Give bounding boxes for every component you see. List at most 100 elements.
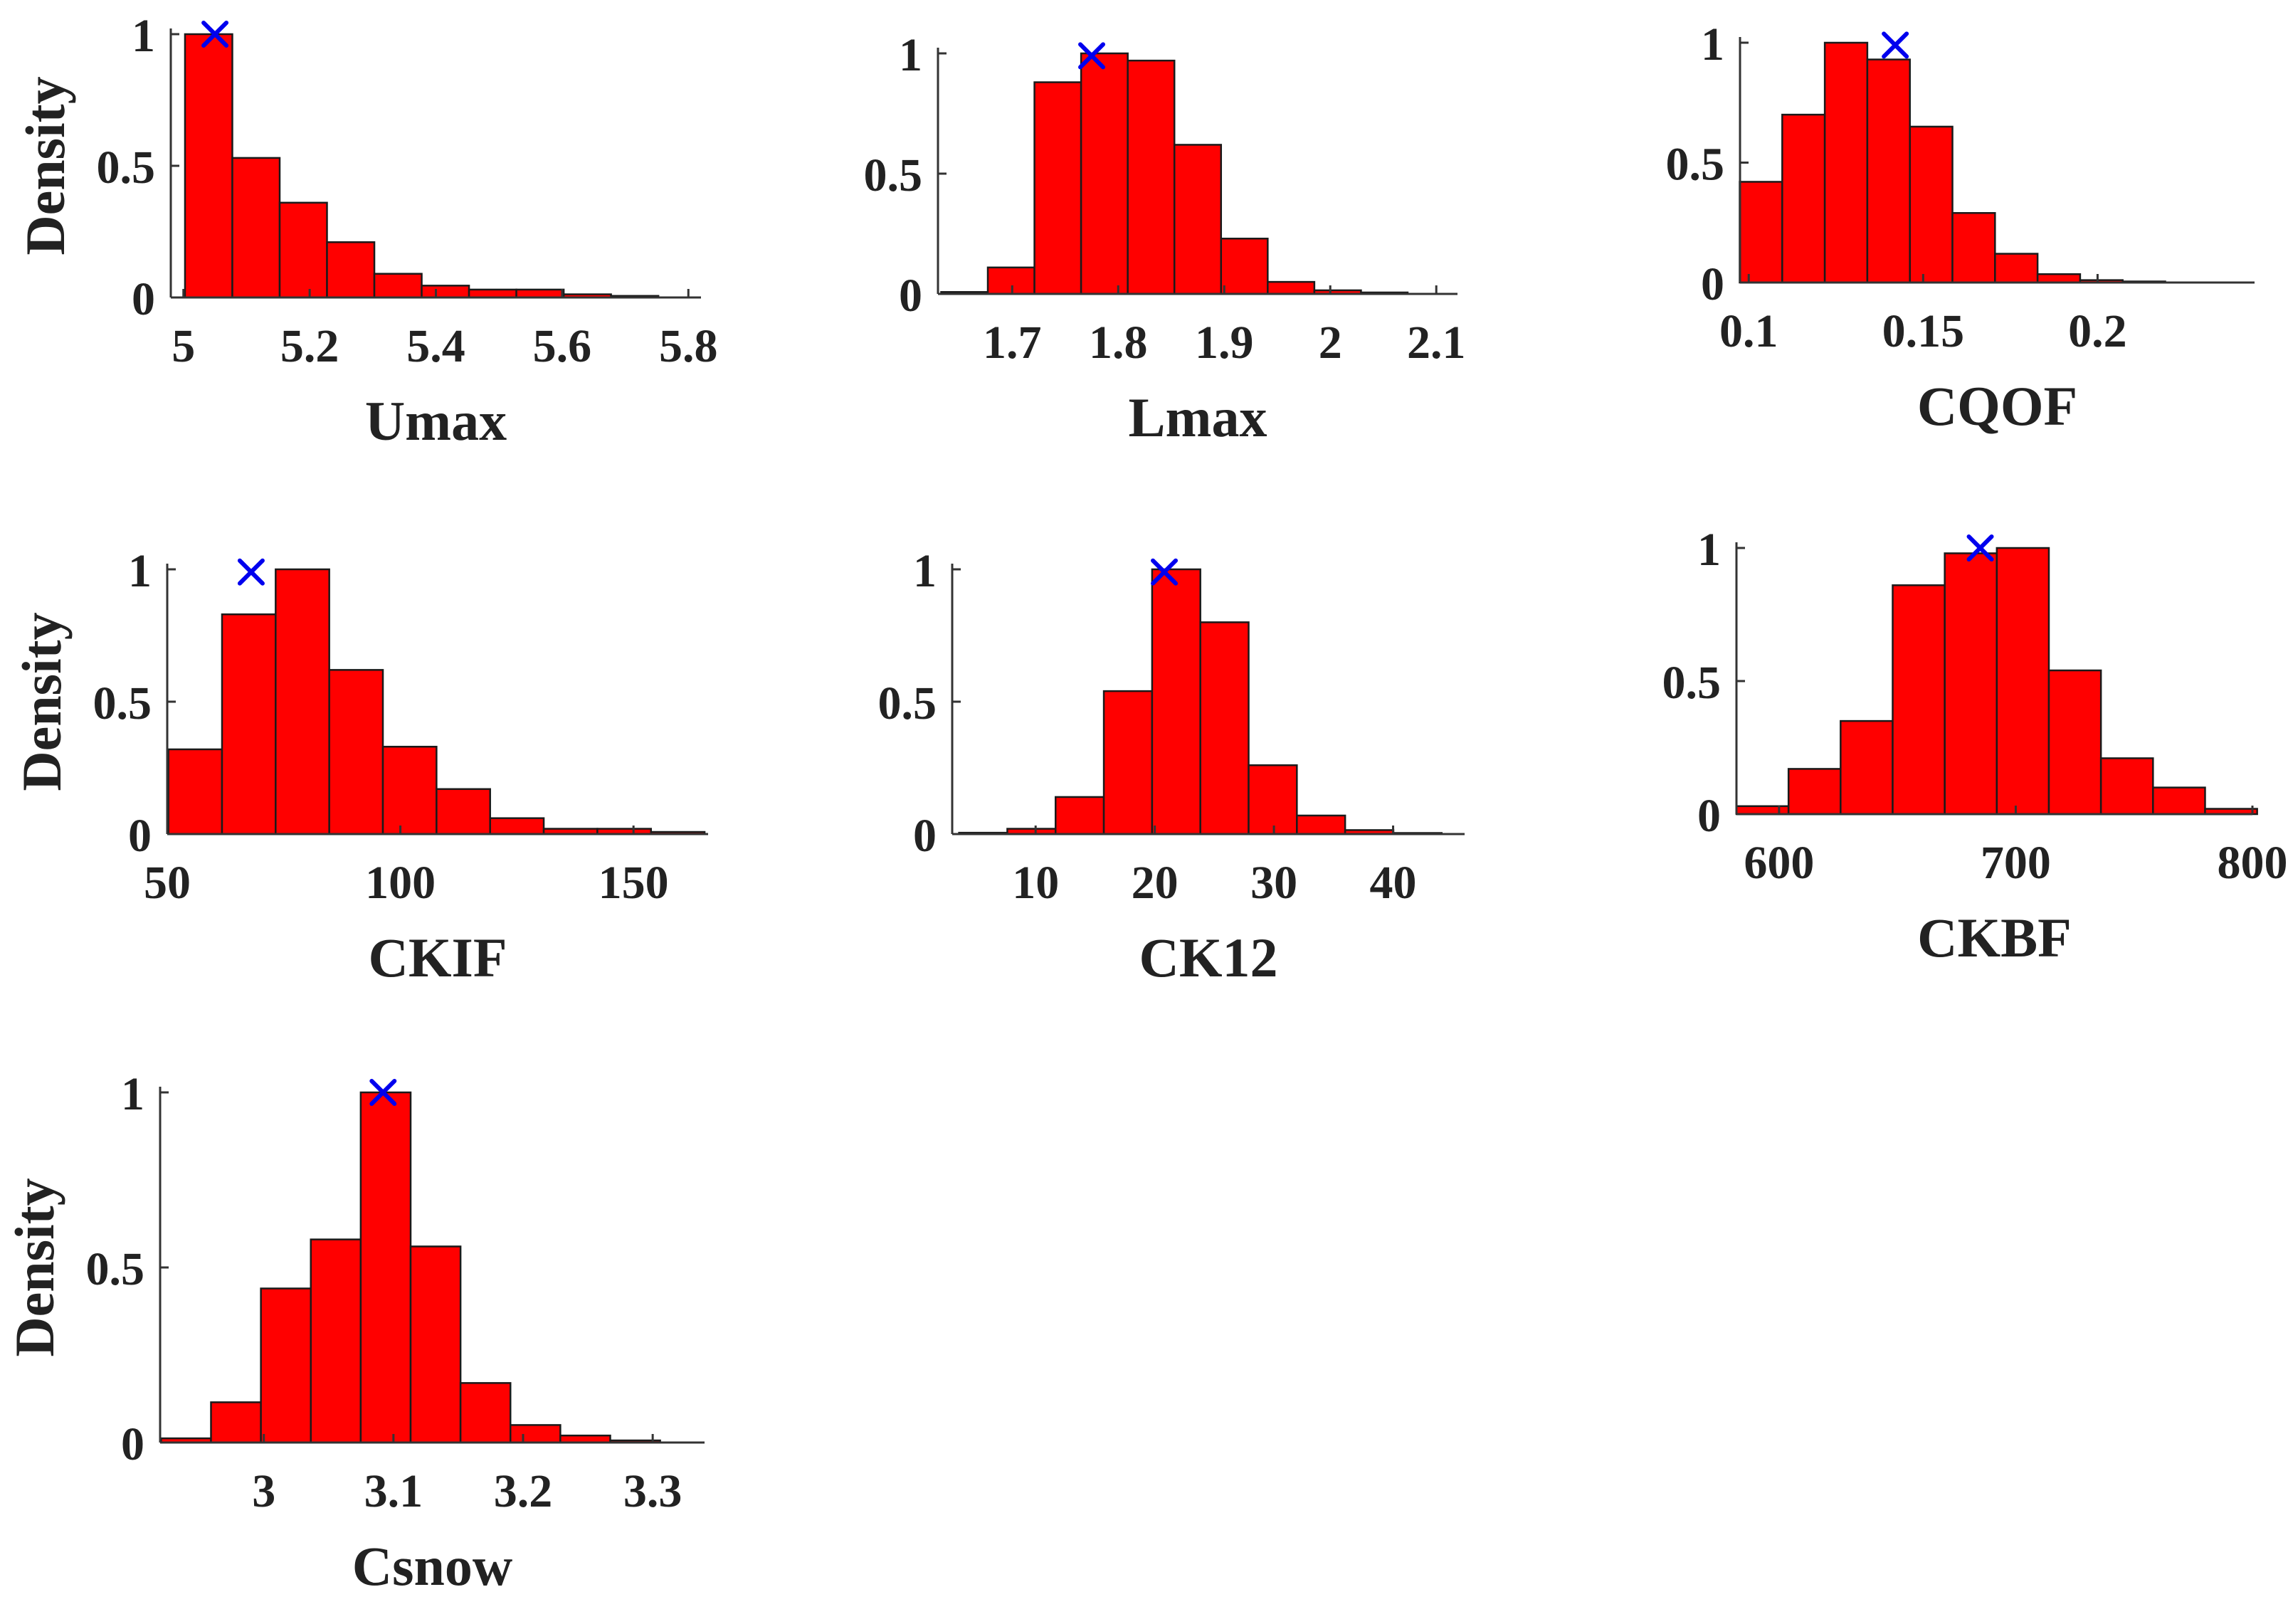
ck12-bar	[1102, 690, 1154, 835]
cqof-bar	[1866, 58, 1911, 284]
lmax-bar	[1267, 280, 1316, 295]
umax-x-tick-label: 5.8	[659, 320, 718, 372]
umax-y-tick-label: 0.5	[97, 142, 156, 194]
csnow-marker-x-icon	[369, 1079, 397, 1106]
ckbf-y-tick-label: 0.5	[1662, 657, 1722, 709]
ck12-x-tick-label: 20	[1132, 857, 1179, 909]
cqof-bar	[1781, 113, 1826, 284]
cqof-x-tick-label: 0.1	[1719, 305, 1778, 357]
ckif-x-tick-label: 100	[365, 857, 436, 909]
marker-stroke	[1078, 42, 1106, 70]
umax-bar	[468, 288, 517, 299]
umax-bar	[373, 273, 423, 299]
lmax-x-tick-label: 1.8	[1089, 317, 1148, 369]
ckbf-bar	[2099, 757, 2154, 816]
ckif-bar	[275, 568, 330, 835]
cqof-bar	[1951, 212, 1996, 284]
umax-bar	[515, 288, 565, 299]
ckif-bar	[221, 613, 277, 835]
umax-y-tick-label: 0	[132, 273, 155, 325]
csnow-bar	[210, 1401, 262, 1444]
ckbf-bar	[1996, 547, 2050, 816]
cqof-bar	[1739, 181, 1783, 284]
ck12-bar	[1055, 796, 1105, 835]
marker-stroke	[1151, 558, 1179, 586]
ckbf-bar	[1735, 805, 1790, 816]
ckbf-y-tick-label: 1	[1697, 524, 1721, 576]
lmax-x-tick-label: 1.9	[1195, 317, 1254, 369]
umax-bar	[231, 157, 281, 299]
lmax-bar	[1080, 52, 1129, 295]
lmax-x-tick-label: 1.7	[983, 317, 1042, 369]
cqof-bar	[1823, 41, 1869, 284]
ckbf-x-tick-label: 600	[1744, 837, 1814, 889]
csnow-bar	[310, 1238, 362, 1444]
lmax-panel: 0 0.5 1 1.7 1.8 1.9 2 2.1 Lmax	[864, 29, 1466, 448]
cqof-x-tick-label: 0.2	[2068, 305, 2127, 357]
csnow-x-tick-label: 3.2	[494, 1465, 553, 1517]
umax-x-tick-label: 5.6	[533, 320, 592, 372]
cqof-x-axis-title: CQOF	[1917, 375, 2077, 437]
cqof-panel: 0 0.5 1 0.1 0.15 0.2 CQOF	[1666, 19, 2255, 437]
ckif-bar	[167, 748, 223, 835]
marker-stroke	[1882, 31, 1909, 59]
umax-x-tick-label: 5.2	[280, 320, 339, 372]
umax-bar	[184, 33, 233, 299]
ckif-y-axis-title: Density	[11, 612, 73, 791]
marker-stroke	[237, 558, 265, 586]
ckif-bar	[489, 817, 545, 835]
ckbf-bar	[2047, 669, 2102, 816]
ckbf-bar	[1840, 719, 1894, 816]
umax-x-tick-label: 5.4	[406, 320, 465, 372]
csnow-bar	[359, 1091, 412, 1444]
ck12-x-tick-label: 40	[1370, 857, 1417, 909]
cqof-marker-x-icon	[1882, 31, 1909, 59]
lmax-bar	[1033, 81, 1082, 295]
umax-panel: 0 0.5 1 5 5.2 5.4 5.6 5.8 Umax Density	[14, 10, 718, 452]
lmax-y-tick-label: 1	[899, 29, 922, 81]
ck12-x-axis-title: CK12	[1139, 927, 1278, 988]
ck12-y-tick-label: 0	[913, 810, 937, 862]
ckif-x-axis-title: CKIF	[369, 927, 507, 988]
ck12-panel: 0 0.5 1 10 20 30 40 CK12	[878, 545, 1465, 988]
ckbf-bar	[1892, 584, 1946, 816]
ckif-bar	[381, 745, 438, 835]
ckbf-marker-x-icon	[1966, 534, 1994, 561]
csnow-x-tick-label: 3	[252, 1465, 275, 1517]
lmax-bar	[1220, 238, 1269, 295]
lmax-x-axis-title: Lmax	[1129, 386, 1267, 448]
ckbf-bar	[2152, 786, 2206, 816]
ck12-x-tick-label: 10	[1012, 857, 1059, 909]
lmax-y-tick-label: 0.5	[864, 149, 923, 201]
ckbf-y-tick-label: 0	[1697, 790, 1721, 842]
csnow-x-axis-title: Csnow	[352, 1535, 512, 1597]
csnow-bar	[459, 1382, 512, 1444]
lmax-bar	[1173, 144, 1223, 295]
ckif-marker-x-icon	[237, 558, 265, 586]
csnow-y-tick-label: 1	[121, 1068, 144, 1120]
marker-stroke	[1966, 534, 1994, 561]
umax-marker-x-icon	[201, 21, 229, 48]
ckif-y-tick-label: 0.5	[93, 677, 152, 729]
csnow-y-tick-label: 0	[121, 1418, 144, 1470]
lmax-x-tick-label: 2	[1319, 317, 1342, 369]
ck12-bar	[1199, 621, 1250, 835]
ck12-x-tick-label: 30	[1250, 857, 1297, 909]
lmax-marker-x-icon	[1078, 42, 1106, 70]
ckbf-bar	[1944, 552, 1998, 816]
cqof-y-tick-label: 0.5	[1666, 139, 1725, 191]
umax-x-tick-label: 5	[172, 320, 195, 372]
ck12-bar	[1296, 814, 1346, 835]
lmax-bar	[1127, 59, 1176, 295]
umax-bar	[278, 201, 328, 299]
umax-y-tick-label: 1	[132, 10, 155, 62]
ck12-y-tick-label: 1	[913, 545, 937, 597]
cqof-y-tick-label: 1	[1701, 19, 1724, 70]
ckif-x-tick-label: 150	[599, 857, 669, 909]
ckbf-bar	[1787, 768, 1842, 816]
ckbf-x-tick-label: 700	[1981, 837, 2051, 889]
ckif-y-tick-label: 0	[128, 810, 152, 862]
ckif-y-tick-label: 1	[128, 545, 152, 597]
